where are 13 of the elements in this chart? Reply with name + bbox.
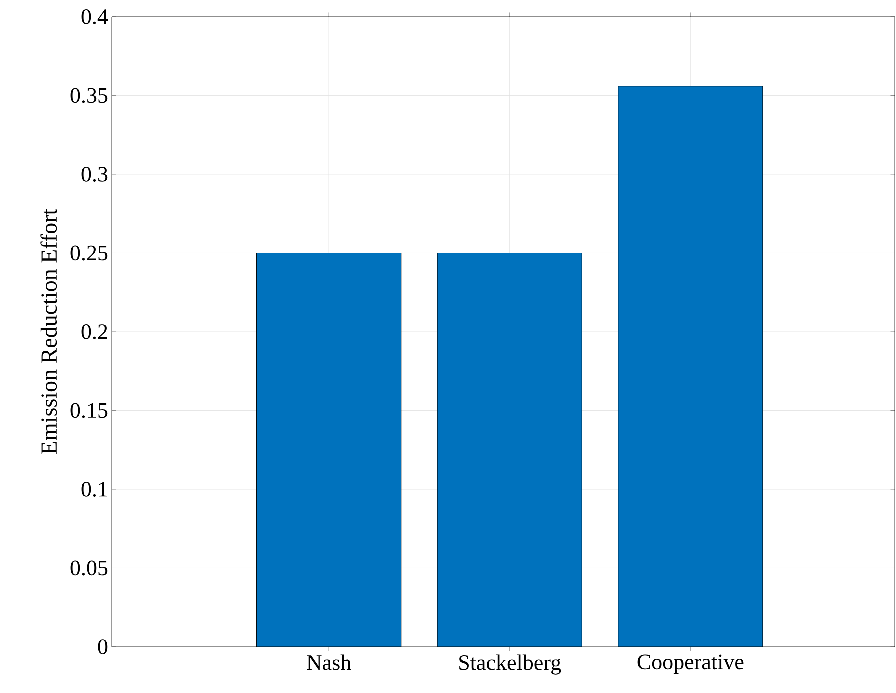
y-tick-label: 0.1 — [82, 482, 108, 497]
x-tick-label: Stackelberg — [460, 654, 562, 675]
y-tick-label: 0.35 — [70, 88, 108, 104]
y-tick-label: 0.15 — [70, 403, 108, 418]
y-tick-label: 0 — [98, 640, 108, 654]
y-tick-label: 0.3 — [82, 167, 108, 182]
y-tick-label: 0.4 — [82, 10, 108, 24]
x-tick-label: Cooperative — [638, 654, 744, 674]
y-tick-label: 0.05 — [70, 560, 108, 576]
y-tick-label: 0.2 — [82, 324, 108, 340]
y-axis-title: Emission Reduction Effort — [40, 209, 58, 454]
x-tick-label: Nash — [307, 654, 352, 670]
y-tick-label: 0.25 — [70, 246, 108, 261]
